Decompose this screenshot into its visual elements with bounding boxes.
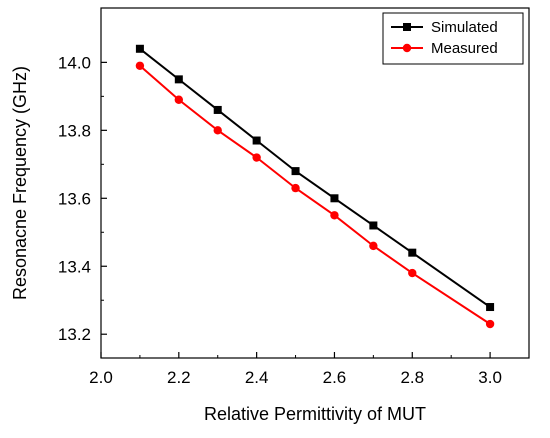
y-tick-label: 14.0 <box>58 53 91 72</box>
data-point-simulated <box>330 194 339 203</box>
y-axis-title: Resonacne Frequency (GHz) <box>10 66 30 300</box>
legend-label-measured: Measured <box>431 40 498 57</box>
series-line-simulated <box>139 47 491 308</box>
data-point-measured <box>291 183 300 193</box>
y-tick-label: 13.2 <box>58 325 91 344</box>
data-point-measured <box>252 153 261 162</box>
data-point-measured <box>135 61 145 70</box>
data-point-measured <box>330 211 339 220</box>
legend-marker-measured <box>402 43 412 53</box>
x-tick-label: 2.2 <box>167 368 191 387</box>
legend-marker-simulated <box>403 23 411 31</box>
data-point-measured <box>485 319 495 329</box>
y-tick-label: 13.6 <box>58 189 91 208</box>
data-point-simulated <box>408 248 417 257</box>
data-point-simulated <box>291 167 300 176</box>
data-point-simulated <box>135 44 144 53</box>
data-point-simulated <box>252 136 261 145</box>
x-axis-ticks: 2.0 2.2 2.4 2.6 2.8 3.0 <box>89 352 502 387</box>
y-tick-label: 13.8 <box>58 121 91 140</box>
x-axis-title: Relative Permittivity of MUT <box>204 404 426 424</box>
data-point-simulated <box>213 105 222 114</box>
data-point-measured <box>213 126 222 135</box>
series-layer <box>135 44 495 329</box>
x-tick-label: 2.6 <box>323 368 347 387</box>
legend-box <box>382 12 524 65</box>
x-tick-label: 2.0 <box>89 368 113 387</box>
legend: Simulated Measured <box>382 12 524 65</box>
data-point-simulated <box>369 221 378 230</box>
x-tick-label: 2.4 <box>245 368 269 387</box>
x-tick-label: 2.8 <box>400 368 424 387</box>
data-point-measured <box>408 268 417 278</box>
data-point-measured <box>174 95 184 104</box>
y-tick-label: 13.4 <box>58 257 91 276</box>
data-point-simulated <box>174 75 183 84</box>
series-line-measured <box>139 65 491 325</box>
y-axis-ticks: 13.2 13.4 13.6 13.8 14.0 <box>58 53 107 344</box>
x-tick-label: 3.0 <box>478 368 502 387</box>
legend-label-simulated: Simulated <box>431 19 498 36</box>
data-point-simulated <box>486 303 495 312</box>
plot-frame <box>100 7 530 359</box>
data-point-measured <box>369 241 378 251</box>
